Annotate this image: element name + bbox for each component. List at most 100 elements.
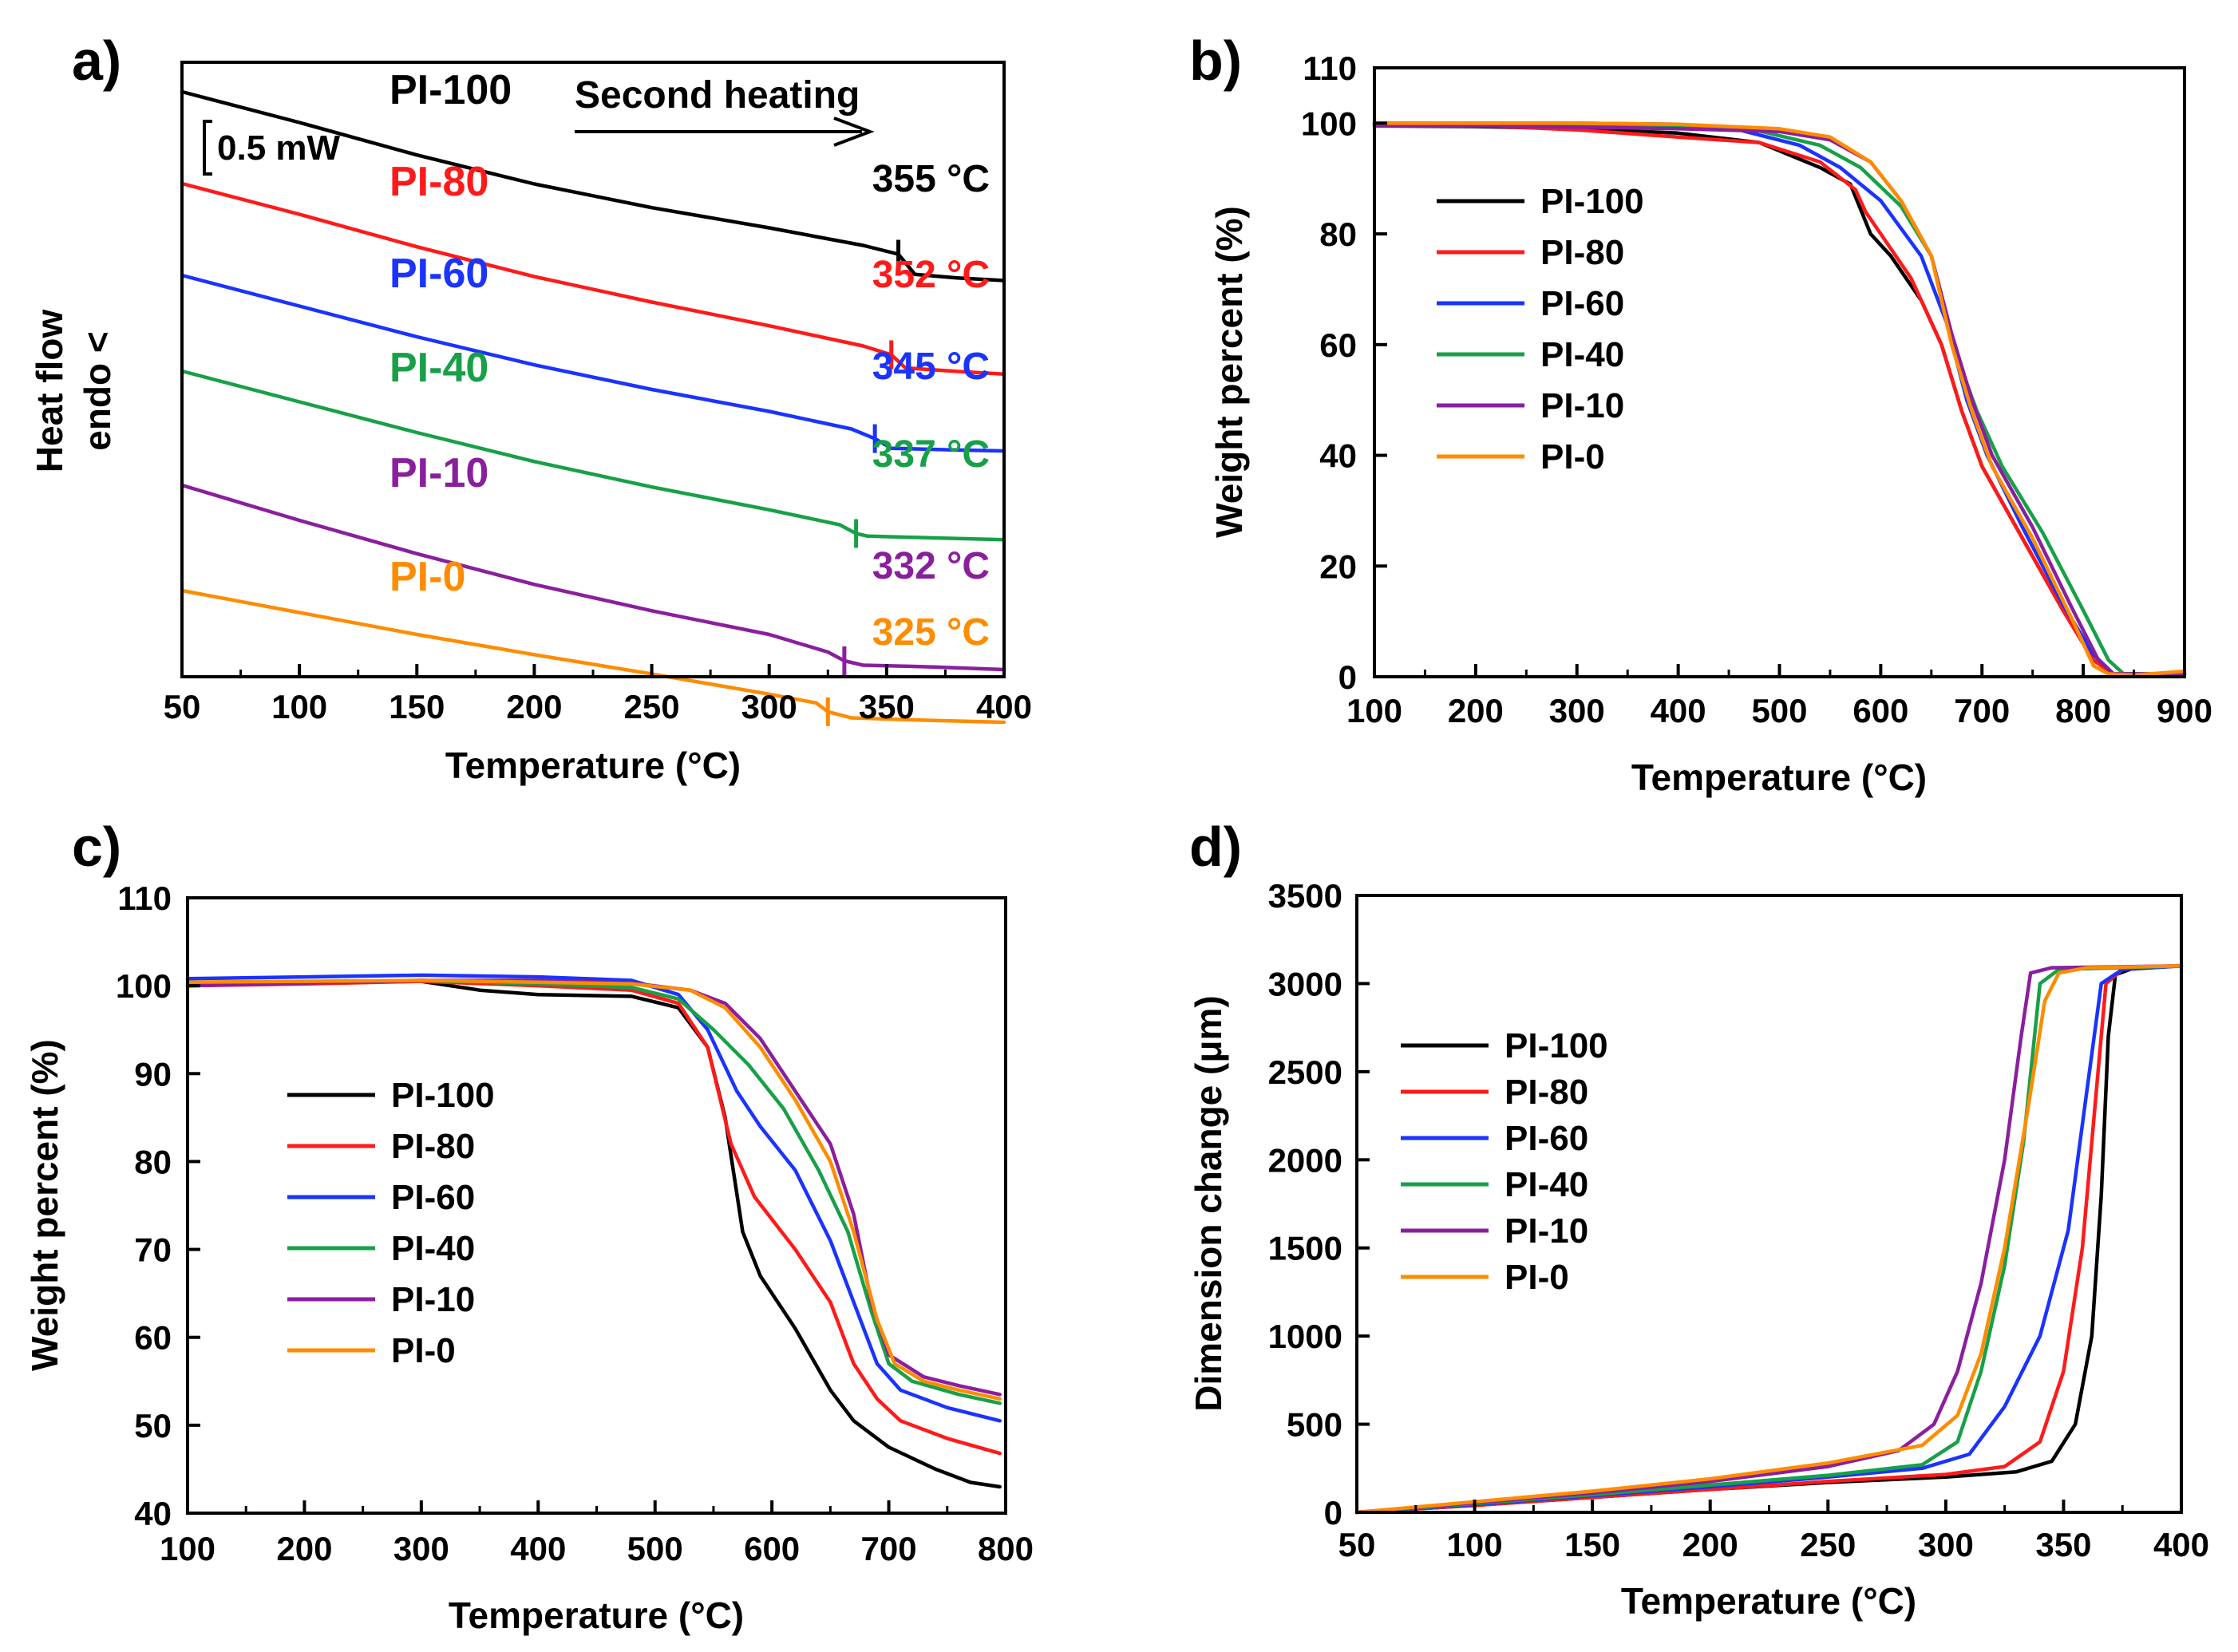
y-tick-label: 40 bbox=[1319, 437, 1357, 475]
y-tick-label: 110 bbox=[1303, 49, 1357, 87]
x-tick-label: 150 bbox=[1564, 1526, 1620, 1563]
x-tick-label: 600 bbox=[1852, 692, 1908, 729]
panel-d-y-axis-title: Dimension change (μm) bbox=[1188, 995, 1229, 1411]
x-tick-label: 200 bbox=[1448, 692, 1504, 729]
series-label-pi-40: PI-40 bbox=[389, 345, 488, 391]
y-tick-label: 3000 bbox=[1268, 965, 1342, 1002]
series-label-pi-80: PI-80 bbox=[389, 159, 488, 205]
y-tick-label: 0 bbox=[1324, 1494, 1342, 1531]
x-tick-label: 300 bbox=[393, 1530, 449, 1567]
x-tick-label: 350 bbox=[2035, 1526, 2091, 1563]
legend-label-pi-10: PI-10 bbox=[1540, 386, 1624, 425]
panel-b-legend: PI-100 PI-80 PI-60 PI-40 PI-10 PI-0 bbox=[1437, 182, 1644, 476]
panel-b: b) 100 200 300 400 500 600 700 800 900 0 20 40 60 80… bbox=[1189, 30, 2212, 798]
series-line-pi-100 bbox=[180, 89, 1006, 283]
legend-label-pi-80: PI-80 bbox=[1505, 1073, 1588, 1112]
x-tick-label: 300 bbox=[1918, 1526, 1974, 1563]
x-tick-label: 350 bbox=[859, 688, 915, 725]
legend-label-pi-40: PI-40 bbox=[391, 1229, 475, 1268]
y-tick-label: 90 bbox=[134, 1055, 172, 1093]
panel-c: c) 100 200 300 400 500 600 700 800 40 50 60 70 80 90… bbox=[24, 816, 1034, 1636]
tg-label-pi-100: 355 °C bbox=[872, 158, 990, 200]
series-line-pi-40 bbox=[185, 978, 1002, 1405]
x-tick-label: 500 bbox=[1751, 692, 1807, 729]
panel-a-arrow-label: Second heating bbox=[575, 74, 860, 117]
x-tick-label: 800 bbox=[2055, 692, 2111, 729]
series-label-pi-10: PI-10 bbox=[389, 450, 488, 496]
legend-label-pi-40: PI-40 bbox=[1505, 1165, 1588, 1204]
panel-a-x-axis-title: Temperature (°C) bbox=[445, 745, 741, 786]
x-tick-label: 600 bbox=[744, 1530, 800, 1567]
panel-b-y-axis-title: Weight percent (%) bbox=[1208, 206, 1250, 538]
series-line-pi-80 bbox=[180, 181, 1006, 376]
y-tick-label: 70 bbox=[134, 1231, 172, 1269]
series-line-pi-10 bbox=[1354, 964, 2184, 1515]
legend-label-pi-80: PI-80 bbox=[391, 1127, 475, 1166]
panel-c-x-ticks: 100 200 300 400 500 600 700 800 bbox=[160, 1500, 1034, 1567]
tg-label-pi-10: 332 °C bbox=[872, 545, 990, 587]
series-line-pi-100 bbox=[185, 979, 1002, 1489]
y-tick-label: 80 bbox=[134, 1143, 172, 1180]
x-tick-label: 400 bbox=[2153, 1526, 2209, 1563]
x-tick-label: 150 bbox=[389, 688, 445, 725]
series-line-pi-0 bbox=[1372, 121, 2187, 678]
series-line-pi-80 bbox=[1372, 122, 2187, 676]
panel-b-y-ticks: 0 20 40 60 80 100 110 bbox=[1301, 49, 1387, 696]
series-line-pi-0 bbox=[185, 978, 1002, 1401]
legend-label-pi-80: PI-80 bbox=[1540, 233, 1624, 272]
panel-c-legend: PI-100 PI-80 PI-60 PI-40 PI-10 PI-0 bbox=[287, 1076, 495, 1370]
y-tick-label: 1000 bbox=[1268, 1318, 1342, 1355]
x-tick-label: 50 bbox=[164, 688, 201, 725]
x-tick-label: 250 bbox=[1800, 1526, 1856, 1563]
panel-d-x-ticks: 50 100 150 200 250 300 350 400 bbox=[1338, 1500, 2209, 1563]
legend-label-pi-60: PI-60 bbox=[391, 1178, 475, 1217]
panel-c-curves bbox=[185, 973, 1002, 1489]
y-tick-label: 2500 bbox=[1268, 1053, 1342, 1091]
x-tick-label: 50 bbox=[1338, 1526, 1376, 1563]
y-tick-label: 80 bbox=[1319, 215, 1357, 253]
x-tick-label: 700 bbox=[1954, 692, 2010, 729]
series-line-pi-40 bbox=[1354, 964, 2184, 1515]
series-line-pi-0 bbox=[180, 588, 1006, 725]
panel-b-x-ticks: 100 200 300 400 500 600 700 800 900 bbox=[1346, 664, 2212, 729]
x-tick-label: 400 bbox=[510, 1530, 566, 1567]
y-tick-label: 40 bbox=[134, 1495, 172, 1532]
legend-label-pi-100: PI-100 bbox=[1505, 1026, 1608, 1065]
series-label-pi-0: PI-0 bbox=[389, 554, 465, 600]
x-tick-label: 100 bbox=[1447, 1526, 1503, 1563]
panel-d-label: d) bbox=[1189, 816, 1242, 878]
x-tick-label: 200 bbox=[506, 688, 562, 725]
panel-b-x-axis-title: Temperature (°C) bbox=[1631, 757, 1927, 798]
legend-label-pi-10: PI-10 bbox=[391, 1280, 475, 1319]
x-tick-label: 900 bbox=[2157, 692, 2212, 729]
panel-a-scale-bar-label: 0.5 mW bbox=[217, 128, 341, 168]
panel-a-series-labels: PI-100 PI-80 PI-60 PI-40 PI-10 PI-0 bbox=[389, 67, 512, 600]
y-tick-label: 500 bbox=[1287, 1406, 1342, 1444]
panel-a-label: a) bbox=[72, 30, 121, 92]
tg-label-pi-60: 345 °C bbox=[872, 346, 990, 388]
x-tick-label: 250 bbox=[624, 688, 680, 725]
series-line-pi-60 bbox=[185, 973, 1002, 1423]
series-line-pi-60 bbox=[1354, 964, 2184, 1515]
panel-c-y-axis-title: Weight percent (%) bbox=[24, 1039, 65, 1371]
legend-label-pi-0: PI-0 bbox=[1505, 1258, 1569, 1297]
x-tick-label: 700 bbox=[861, 1530, 917, 1567]
series-label-pi-100: PI-100 bbox=[389, 67, 512, 113]
panel-a-heating-arrow: Second heating bbox=[575, 74, 875, 147]
y-tick-label: 2000 bbox=[1268, 1141, 1342, 1179]
x-tick-label: 500 bbox=[627, 1530, 683, 1567]
x-tick-label: 400 bbox=[976, 688, 1032, 725]
y-tick-label: 60 bbox=[1319, 326, 1357, 364]
y-tick-label: 0 bbox=[1338, 658, 1357, 696]
panel-b-label: b) bbox=[1189, 30, 1242, 92]
y-tick-label: 20 bbox=[1319, 547, 1357, 585]
panel-a-y-axis-title: Heat flow bbox=[29, 310, 70, 473]
legend-label-pi-100: PI-100 bbox=[1540, 182, 1644, 221]
x-tick-label: 200 bbox=[1682, 1526, 1738, 1563]
y-tick-label: 60 bbox=[134, 1319, 172, 1357]
panel-d-x-axis-title: Temperature (°C) bbox=[1621, 1580, 1916, 1622]
tg-label-pi-0: 325 °C bbox=[872, 611, 990, 654]
legend-label-pi-60: PI-60 bbox=[1540, 284, 1624, 323]
